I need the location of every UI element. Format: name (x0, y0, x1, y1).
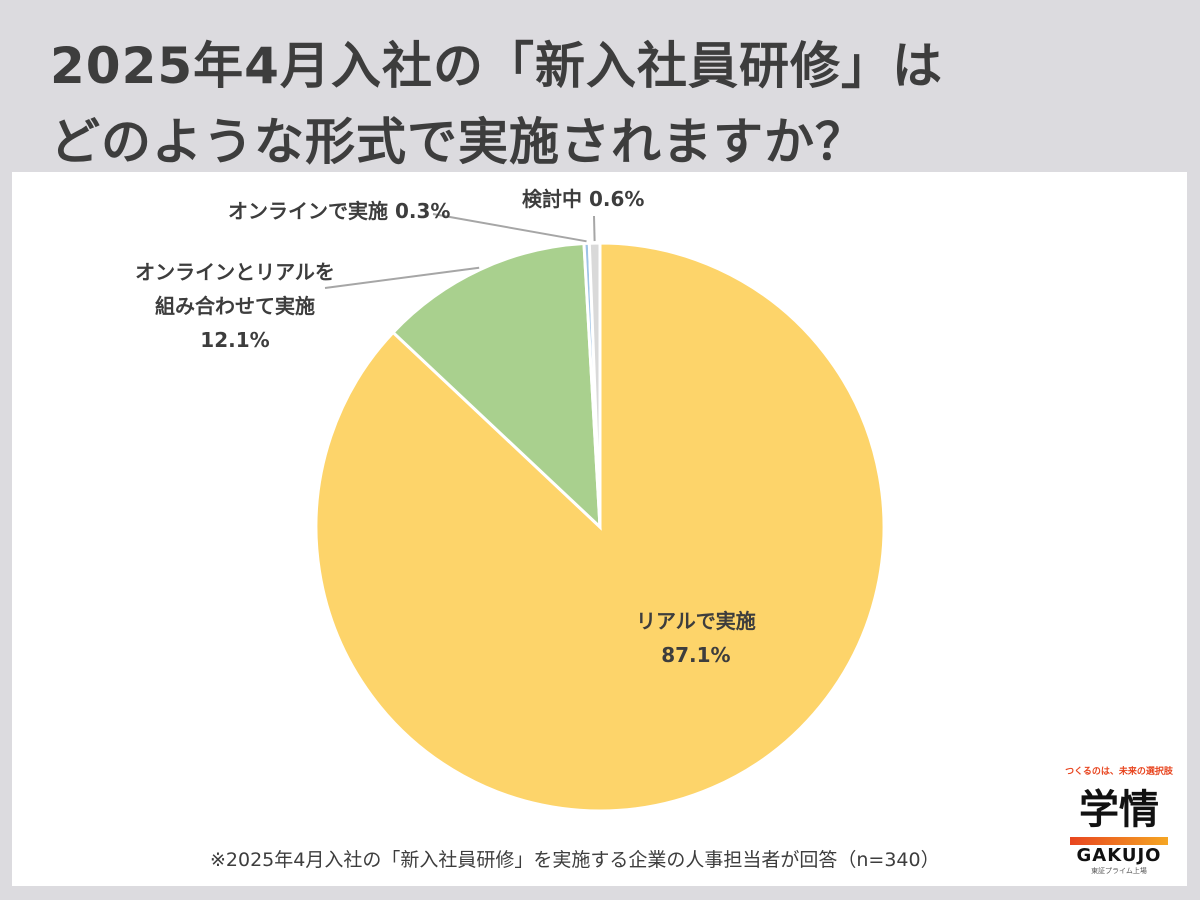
leader-line-considering (593, 215, 596, 242)
page-title: 2025年4月入社の「新入社員研修」は どのような形式で実施されますか？ (50, 28, 1150, 180)
slice-label-real: リアルで実施 87.1% (636, 609, 756, 667)
leader-line-hybrid (324, 266, 480, 289)
title-line-2: どのような形式で実施されますか？ (50, 113, 866, 171)
slice-label-online: オンラインで実施 0.3% (228, 199, 451, 223)
logo-name: GAKUJO (1076, 845, 1162, 866)
slice-considering (587, 241, 602, 528)
leader-line-online (432, 213, 587, 243)
gakujo-logo: つくるのは、未来の選択肢 学情 GAKUJO 東証プライム上場 (1058, 764, 1180, 876)
logo-sub: 東証プライム上場 (1091, 867, 1147, 875)
logo-tagline: つくるのは、未来の選択肢 (1065, 767, 1173, 777)
logo-bar (1070, 837, 1168, 845)
slice-label-considering: 検討中 0.6% (522, 187, 645, 211)
slice-label-hybrid: オンラインとリアルを 組み合わせて実施 12.1% (135, 260, 335, 352)
slice-hybrid (391, 241, 602, 531)
title-line-1: 2025年4月入社の「新入社員研修」は (50, 37, 943, 95)
footnote: ※2025年4月入社の「新入社員研修」を実施する企業の人事担当者が回答（n=34… (210, 849, 940, 871)
logo-mark: 学情 (1079, 787, 1159, 833)
